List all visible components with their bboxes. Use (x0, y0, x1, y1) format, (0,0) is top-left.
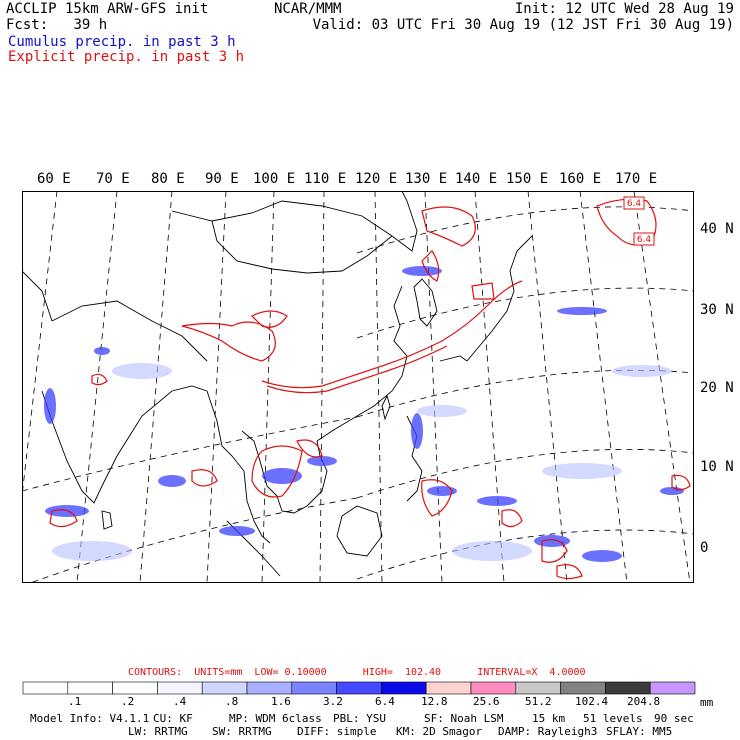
lat-label: 0 (700, 540, 709, 556)
model-title: ACCLIP 15km ARW-GFS init (6, 1, 209, 17)
colorbar-tick: .4 (173, 695, 187, 708)
colorbar-swatch (515, 681, 561, 695)
model-version: Model Info: V4.1.1 (30, 712, 150, 725)
colorbar-swatch (157, 681, 203, 695)
mp-scheme: MP: WDM 6class (229, 712, 322, 725)
colorbar-tick: 102.4 (575, 695, 609, 708)
colorbar-swatch (291, 681, 337, 695)
colorbar-tick: .1 (68, 695, 82, 708)
box-label-frame (623, 196, 645, 210)
colorbar-swatch (112, 681, 158, 695)
lon-label: 130 E (405, 171, 448, 187)
precip-map: 6.4 6.4 (22, 191, 694, 583)
cu-scheme: CU: KF (153, 712, 193, 725)
lat-label: 30 N (700, 302, 734, 318)
sw-scheme: SW: RRTMG (212, 725, 272, 738)
colorbar-tick: 51.2 (525, 695, 552, 708)
lw-scheme: LW: RRTMG (128, 725, 188, 738)
colorbar (22, 681, 696, 695)
cumulus-precip (44, 266, 684, 562)
colorbar-swatch (425, 681, 472, 695)
colorbar-swatch (246, 681, 293, 695)
colorbar-swatch (381, 681, 427, 695)
lon-label: 100 E (253, 171, 296, 187)
lat-label: 20 N (700, 380, 734, 396)
lon-label: 80 E (151, 171, 185, 187)
colorbar-swatch (201, 681, 248, 695)
resolution: 15 km (532, 712, 566, 725)
lat-label: 10 N (700, 459, 734, 475)
forecast-hour: Fcst: 39 h (6, 17, 107, 33)
lon-label: 60 E (37, 171, 71, 187)
colorbar-tick: .2 (121, 695, 135, 708)
lon-label: 160 E (559, 171, 602, 187)
box-label-frame (633, 232, 655, 246)
colorbar-swatch (336, 681, 382, 695)
lon-label: 110 E (304, 171, 347, 187)
forecast-value: 39 h (73, 17, 108, 33)
box-label: 6.4 (627, 199, 642, 209)
cumulus-legend: Cumulus precip. in past 3 h (8, 34, 236, 50)
forecast-label: Fcst: (6, 17, 49, 33)
colorbar-swatch (560, 681, 606, 695)
colorbar-tick: 204.8 (627, 695, 661, 708)
lon-label: 70 E (96, 171, 130, 187)
pbl-scheme: PBL: YSU (333, 712, 386, 725)
colorbar-tick: 6.4 (375, 695, 395, 708)
colorbar-tick: 3.2 (323, 695, 343, 708)
light-precip (52, 363, 672, 561)
colorbar-swatch (22, 681, 69, 695)
colorbar-swatch (67, 681, 113, 695)
explicit-legend: Explicit precip. in past 3 h (8, 49, 245, 65)
timestep: 90 sec (654, 712, 694, 725)
damp-scheme: DAMP: Rayleigh3 (498, 725, 598, 738)
box-labels: 6.4 6.4 (623, 196, 655, 246)
init-time: Init: 12 UTC Wed 28 Aug 19 (514, 1, 734, 17)
lon-label: 150 E (506, 171, 549, 187)
box-label: 6.4 (637, 235, 652, 245)
valid-time: Valid: 03 UTC Fri 30 Aug 19 (12 JST Fri … (312, 17, 734, 33)
colorbar-tick: 1.6 (271, 695, 291, 708)
colorbar-tick: 12.8 (421, 695, 448, 708)
colorbar-swatch (470, 681, 517, 695)
levels: 51 levels (583, 712, 643, 725)
sflay-scheme: SFLAY: MM5 (606, 725, 673, 738)
lat-label: 40 N (700, 221, 734, 237)
lon-label: 140 E (455, 171, 498, 187)
colorbar-tick: 25.6 (473, 695, 500, 708)
sf-scheme: SF: Noah LSM (424, 712, 504, 725)
lon-label: 90 E (205, 171, 239, 187)
lon-label: 120 E (355, 171, 398, 187)
contours-info: CONTOURS: UNITS=mm LOW= 0.10000 HIGH= 10… (128, 667, 586, 678)
colorbar-swatch (649, 681, 696, 695)
lon-label: 170 E (615, 171, 658, 187)
colorbar-tick: .8 (225, 695, 239, 708)
diff-scheme: DIFF: simple (297, 725, 377, 738)
km-scheme: KM: 2D Smagor (396, 725, 483, 738)
explicit-precip (49, 198, 691, 580)
colorbar-swatch (605, 681, 651, 695)
center-label: NCAR/MMM (274, 1, 342, 17)
map-frame (22, 191, 694, 583)
colorbar-unit: mm (700, 696, 714, 709)
